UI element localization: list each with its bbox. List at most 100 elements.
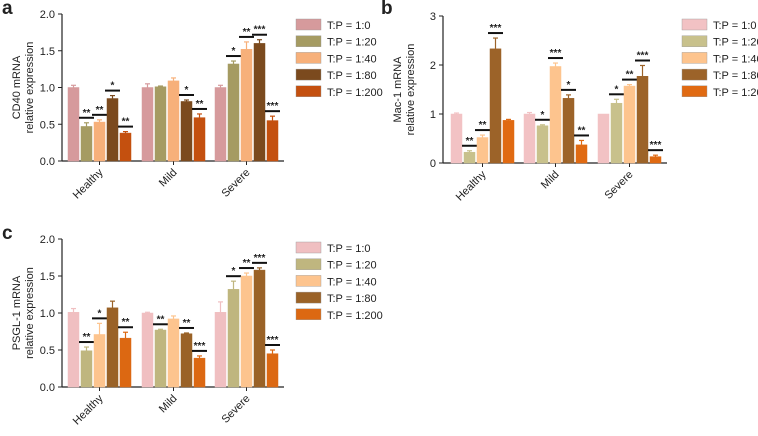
significance-label: **: [479, 120, 487, 131]
panel-letter: c: [2, 223, 13, 244]
bar-severe-4: [266, 353, 279, 388]
panel-letter: b: [381, 0, 393, 19]
significance-label: **: [122, 317, 130, 328]
bar-healthy-3: [106, 307, 119, 388]
y-tick-label: 1.0: [40, 83, 55, 95]
significance-label: *: [232, 266, 236, 277]
legend-swatch: [295, 18, 322, 31]
bar-mild-3: [562, 98, 575, 164]
significance-label: ***: [254, 253, 266, 264]
x-tick-label: Healthy: [71, 166, 106, 201]
x-tick-label: Mild: [539, 169, 562, 192]
bar-mild-2: [549, 66, 562, 164]
bar-mild-0: [141, 87, 154, 162]
legend-swatch: [681, 35, 708, 47]
y-tick-label: 2.0: [40, 9, 55, 21]
significance-label: **: [96, 105, 104, 116]
legend-label: T:P = 1:80: [713, 70, 758, 82]
significance-label: ***: [650, 140, 662, 151]
bar-mild-2: [167, 80, 180, 162]
bar-severe-0: [597, 113, 610, 164]
bar-mild-4: [193, 117, 206, 162]
significance-label: **: [83, 332, 91, 343]
legend-swatch: [681, 18, 708, 31]
significance-label: **: [122, 117, 130, 128]
bar-severe-2: [240, 275, 253, 388]
legend-label: T:P = 1:80: [327, 293, 377, 305]
y-tick-label: 2: [430, 60, 436, 72]
bar-mild-3: [180, 101, 193, 162]
bar-severe-1: [227, 63, 240, 162]
bar-severe-4: [266, 120, 279, 162]
legend-swatch: [295, 85, 322, 98]
bar-severe-4: [649, 156, 662, 164]
bar-mild-0: [523, 113, 536, 164]
legend-label: T:P = 1:80: [327, 70, 377, 82]
significance-label: ***: [254, 25, 266, 36]
x-tick-label: Mild: [157, 167, 180, 190]
significance-label: **: [183, 318, 191, 329]
bar-mild-1: [536, 125, 549, 164]
panel-letter: a: [2, 0, 13, 19]
bar-mild-2: [167, 318, 180, 388]
significance-label: **: [196, 99, 204, 110]
bar-severe-0: [214, 312, 227, 388]
bar-mild-4: [575, 144, 588, 164]
legend-swatch: [295, 258, 322, 270]
bar-healthy-4: [119, 132, 132, 162]
x-tick-label: Severe: [219, 167, 252, 200]
bar-severe-3: [253, 269, 266, 388]
bar-severe-2: [240, 49, 253, 162]
panel-a: a CD40 mRNArelative expression 0.0 0.5 1.0 1.…: [2, 0, 383, 201]
y-tick-label: 0: [430, 158, 436, 170]
legend-label: T:P = 1:40: [327, 276, 377, 288]
legend-swatch: [681, 68, 708, 81]
legend-swatch: [681, 85, 708, 98]
bar-healthy-0: [67, 87, 80, 162]
y-tick-label: 1: [430, 109, 436, 121]
bar-healthy-1: [463, 151, 476, 164]
bar-severe-0: [214, 87, 227, 162]
significance-label: **: [243, 258, 251, 269]
x-tick-label: Healthy: [454, 168, 489, 203]
significance-label: **: [157, 314, 165, 325]
legend-label: T:P = 1:200: [327, 87, 383, 99]
bar-healthy-2: [93, 334, 106, 388]
x-tick-label: Mild: [157, 393, 180, 416]
significance-label: ***: [637, 50, 649, 61]
y-axis-label: PSGL-1 mRNArelative expression: [11, 267, 36, 359]
legend-label: T:P = 1:20: [327, 37, 377, 49]
significance-label: *: [111, 81, 115, 92]
significance-label: **: [83, 108, 91, 119]
legend-label: T:P = 1:40: [327, 53, 377, 65]
bar-severe-1: [227, 289, 240, 388]
bar-healthy-0: [67, 312, 80, 388]
legend-label: T:P = 1:20: [327, 260, 377, 272]
bar-mild-1: [154, 329, 167, 388]
x-tick-label: Severe: [602, 169, 635, 202]
bar-severe-3: [253, 43, 266, 162]
significance-label: ***: [267, 335, 279, 346]
significance-label: **: [243, 27, 251, 38]
y-tick-label: 0.0: [40, 156, 55, 168]
legend: T:P = 1:0 T:P = 1:20 T:P = 1:40 T:P = 1:80 T…: [295, 241, 383, 322]
significance-label: **: [466, 136, 474, 147]
legend-swatch: [681, 52, 708, 64]
panel-c: c PSGL-1 mRNArelative expression 0.0 0.5 1.0…: [2, 223, 383, 427]
legend-swatch: [295, 35, 322, 47]
significance-label: ***: [267, 101, 279, 112]
significance-label: *: [567, 80, 571, 91]
panel-b: b Mac-1 mRNArelative expression 0 1 2 3 Health…: [381, 0, 758, 203]
significance-label: *: [185, 85, 189, 96]
significance-label: ***: [490, 23, 502, 34]
legend-label: T:P = 1:40: [713, 53, 758, 65]
significance-label: *: [98, 308, 102, 319]
bar-mild-3: [180, 333, 193, 388]
legend-label: T:P = 1:200: [713, 87, 758, 99]
legend: T:P = 1:0 T:P = 1:20 T:P = 1:40 T:P = 1:80 T…: [681, 18, 758, 99]
y-axis-label: Mac-1 mRNArelative expression: [392, 44, 417, 136]
bar-healthy-4: [502, 120, 515, 164]
significance-label: *: [615, 84, 619, 95]
legend-swatch: [295, 291, 322, 304]
legend-label: T:P = 1:0: [327, 20, 371, 32]
